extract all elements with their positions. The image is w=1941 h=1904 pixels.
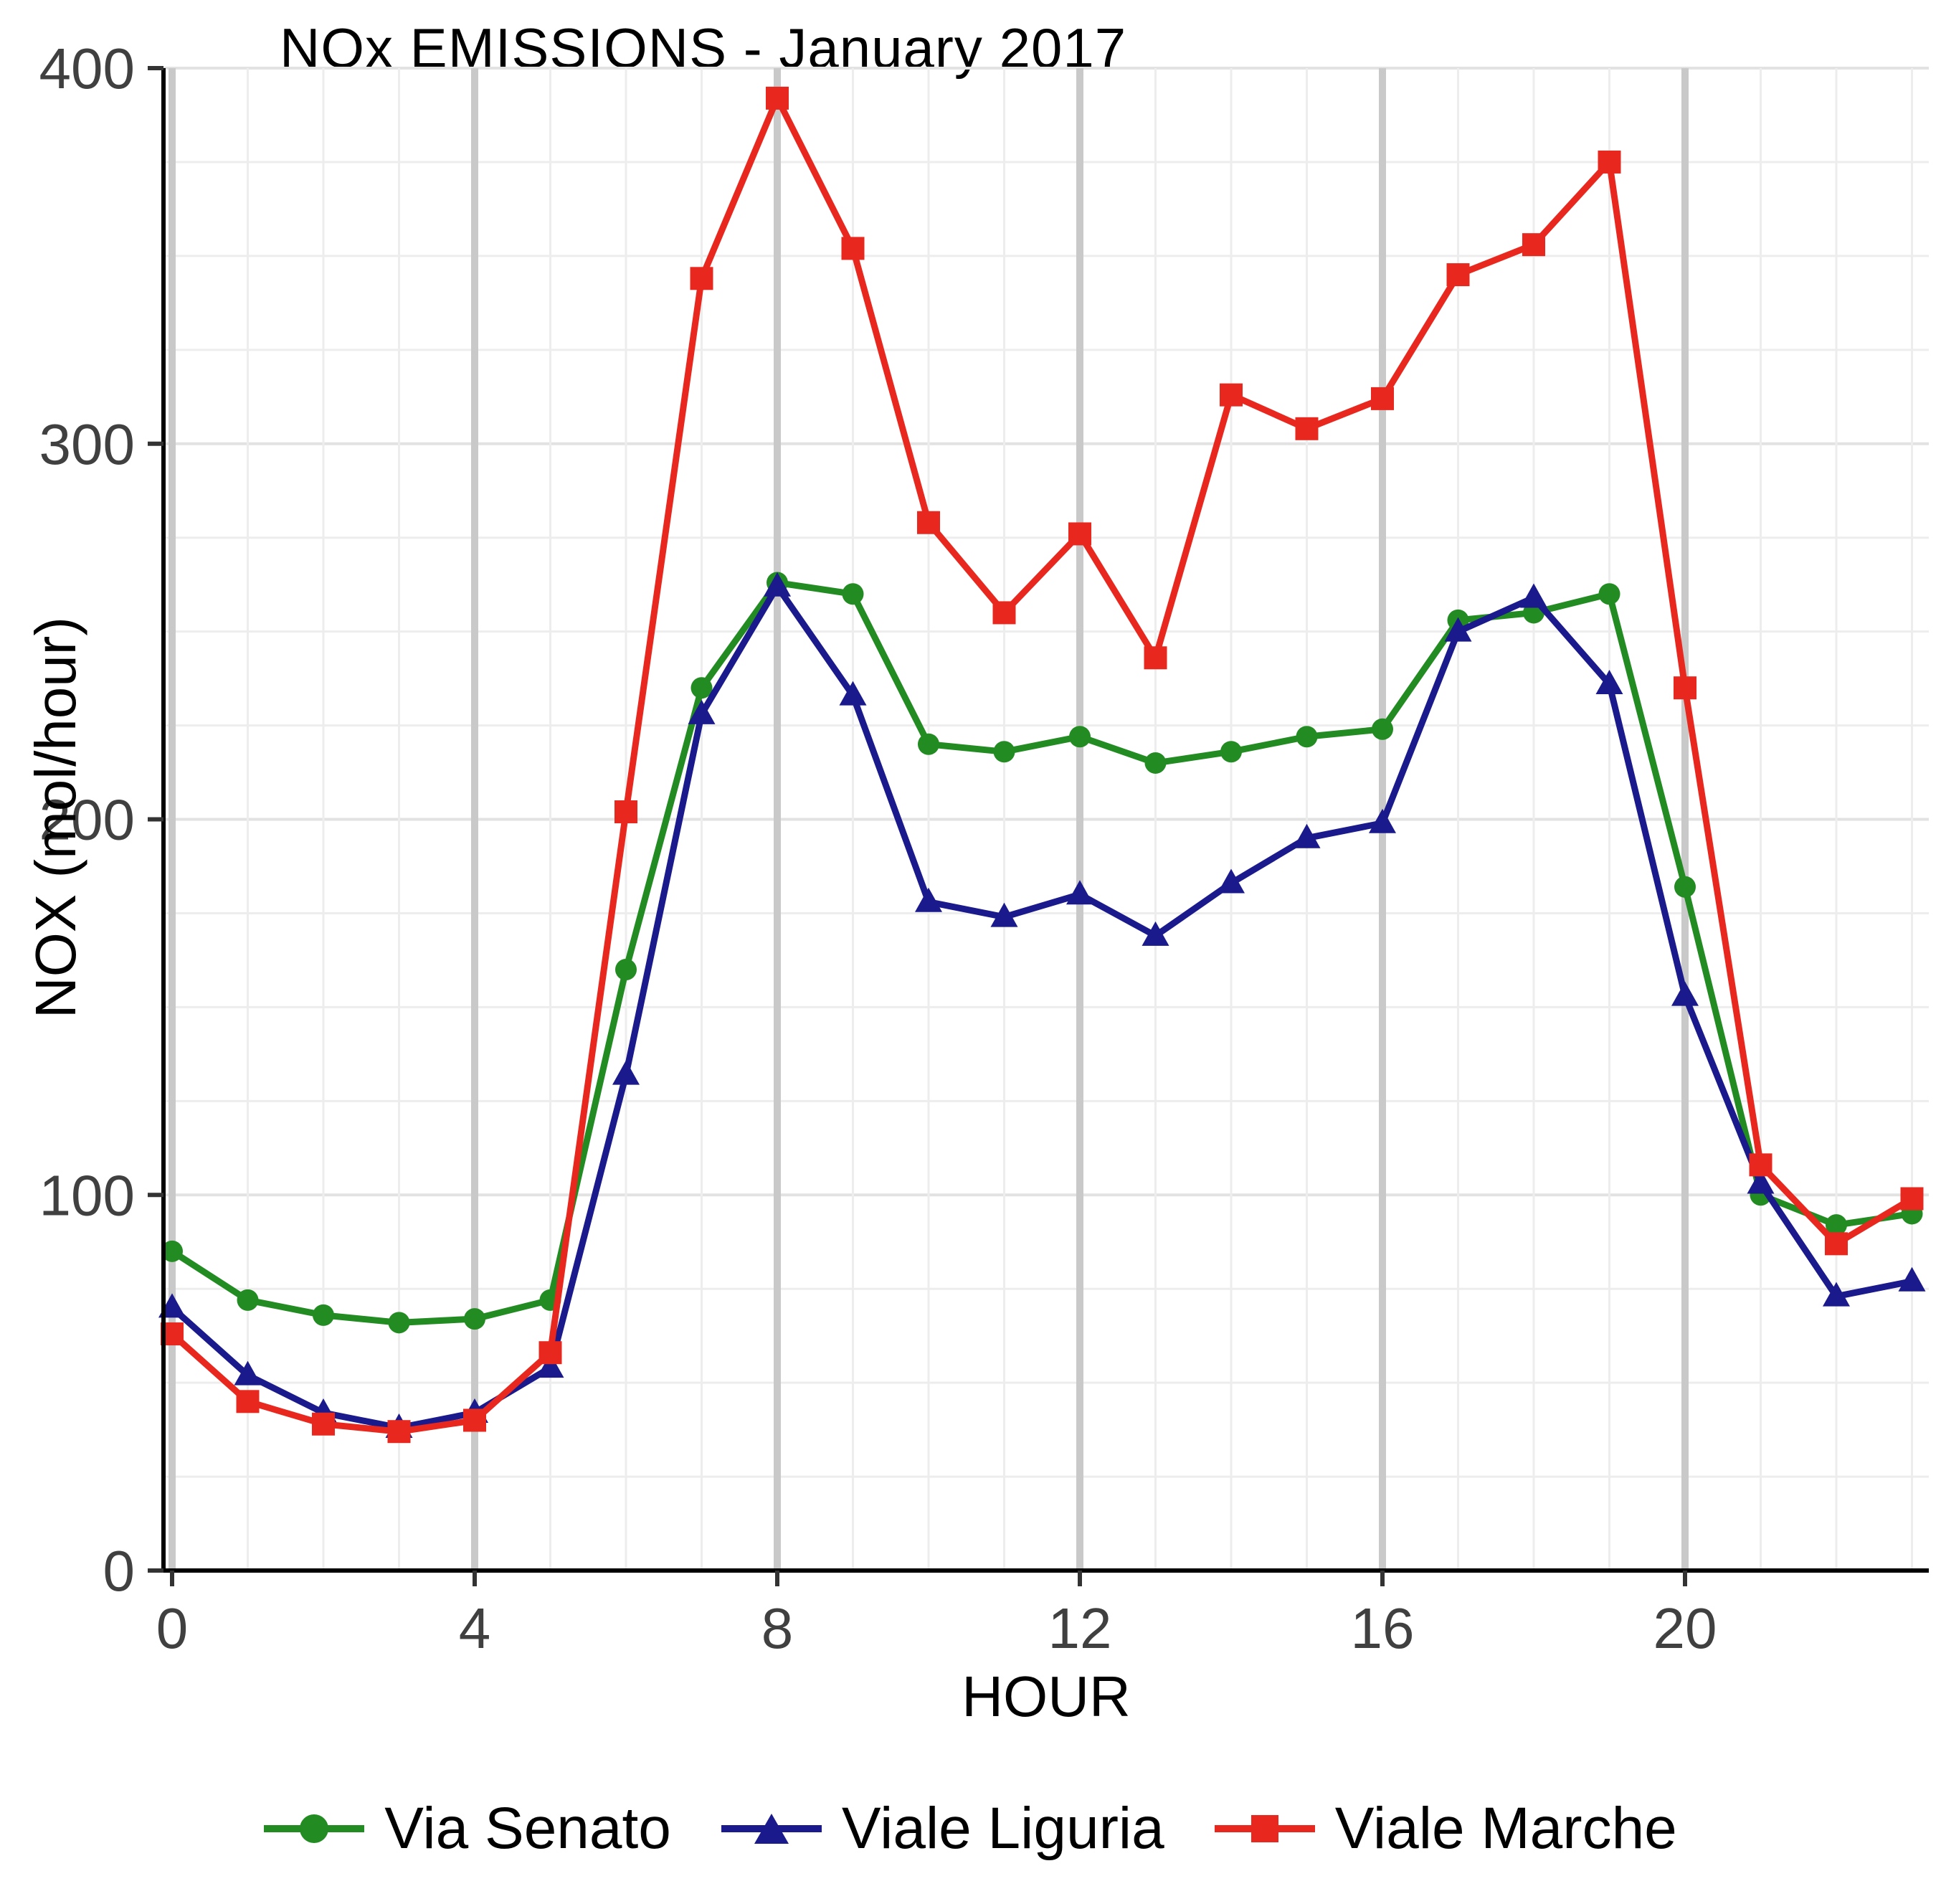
svg-text:200: 200 [39,788,135,852]
svg-text:12: 12 [1048,1596,1112,1660]
svg-text:20: 20 [1653,1596,1717,1660]
y-axis-label: NOX (mol/hour) [24,616,87,1019]
legend-key [1214,1804,1315,1854]
circle-marker-icon [300,1814,329,1843]
svg-text:100: 100 [39,1163,135,1227]
plot-area: 0 100 200 300 400 0 4 8 12 16 20 [39,37,1929,1660]
svg-text:300: 300 [39,412,135,476]
svg-text:16: 16 [1351,1596,1415,1660]
legend-label: Via Senato [384,1796,671,1861]
legend-label: Viale Marche [1334,1796,1677,1861]
legend-item-viale-marche: Viale Marche [1214,1795,1677,1862]
legend-item-viale-liguria: Viale Liguria [721,1795,1164,1862]
legend: Via Senato Viale Liguria Viale Marche [0,1786,1941,1872]
legend-key [264,1804,365,1854]
triangle-marker-icon [754,1814,789,1844]
svg-text:0: 0 [156,1596,189,1660]
legend-item-via-senato: Via Senato [264,1795,671,1862]
svg-text:8: 8 [761,1596,794,1660]
x-axis-label: HOUR [962,1664,1131,1728]
legend-key [721,1804,822,1854]
svg-text:400: 400 [39,37,135,100]
svg-text:0: 0 [103,1539,136,1603]
svg-text:4: 4 [459,1596,491,1660]
legend-label: Viale Liguria [841,1796,1164,1861]
square-marker-icon [1251,1815,1278,1842]
